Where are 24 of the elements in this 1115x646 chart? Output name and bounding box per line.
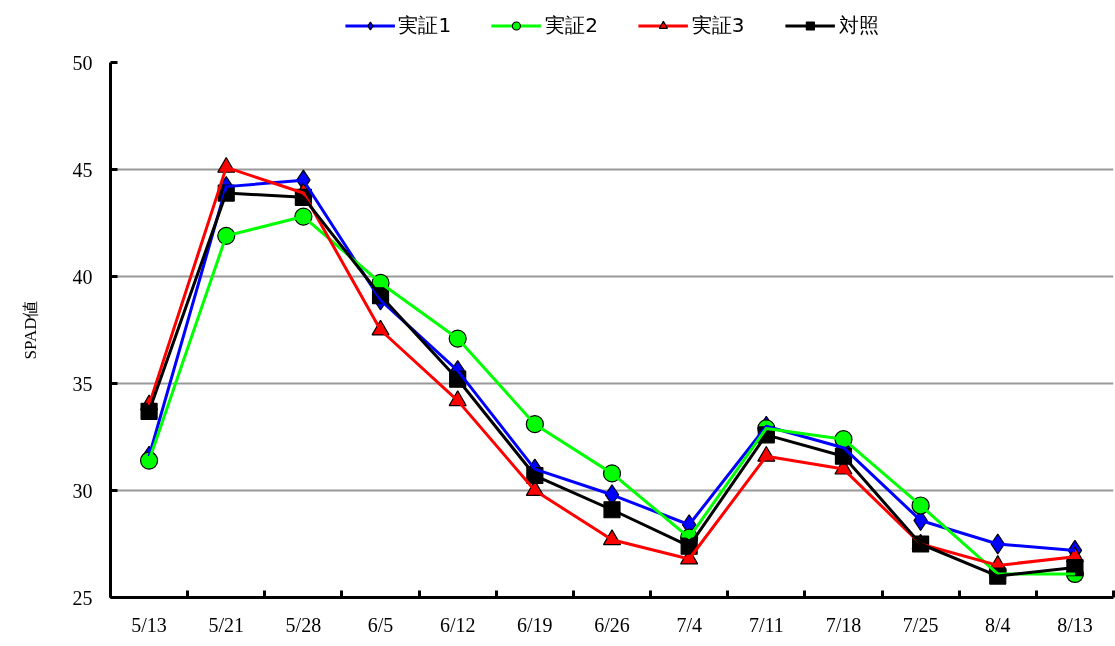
legend-label: 実証3 [691,11,745,39]
x-tick-label: 7/18 [825,613,862,636]
x-tick-label: 8/4 [984,613,1011,636]
x-tick-label: 7/11 [748,613,784,636]
y-tick-label: 35 [72,372,93,395]
legend-label: 実証2 [545,11,598,39]
y-tick-label: 40 [72,265,93,288]
x-tick-label: 6/26 [594,613,630,636]
x-tick-label: 6/5 [367,613,394,636]
x-tick-label: 5/21 [208,613,245,636]
x-tick-label: 5/13 [131,613,167,636]
x-tick-label: 7/4 [676,613,702,636]
x-tick-label: 5/28 [285,613,322,636]
y-tick-label: 25 [72,586,93,609]
x-tick-label: 6/19 [517,613,553,636]
x-tick-label: 8/13 [1057,613,1093,636]
legend-label: 対照 [838,11,879,39]
y-axis-title: SPAD値 [20,300,40,360]
y-tick-label: 45 [72,158,93,181]
y-tick-label: 50 [72,51,93,74]
x-tick-label: 6/12 [439,613,476,636]
x-tick-label: 7/25 [902,613,939,636]
y-tick-label: 30 [72,479,93,502]
legend-label: 実証1 [398,11,452,39]
